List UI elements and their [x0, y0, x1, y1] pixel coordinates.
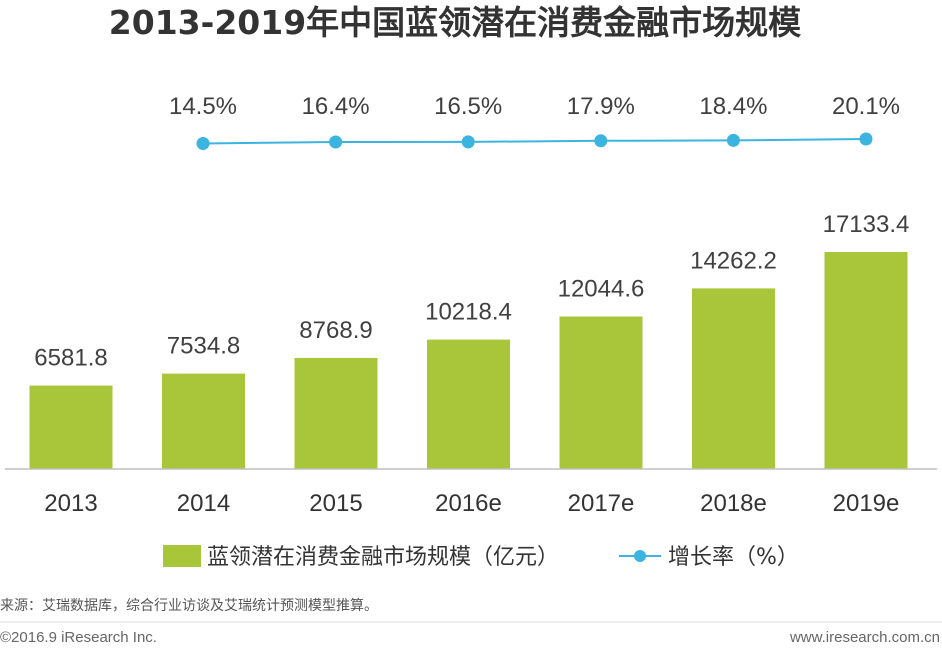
category-label-2015: 2015: [309, 490, 362, 517]
growth-label-2017e: 17.9%: [567, 93, 635, 120]
bar-value-label-2014: 7534.8: [167, 333, 240, 360]
legend-line-label: 增长率（%）: [668, 545, 799, 570]
bar-value-label-2013: 6581.8: [34, 345, 107, 372]
bar-2014: [162, 373, 245, 469]
growth-label-2016e: 16.5%: [434, 93, 502, 120]
category-labels: 2013 2014 2015 2016e 2017e 2018e 2019e: [44, 490, 899, 517]
bar-value-label-2018e: 14262.2: [690, 247, 777, 274]
category-label-2019e: 2019e: [833, 490, 900, 517]
bar-value-label-2019e: 17133.4: [823, 211, 910, 238]
bar-group: 6581.8 7534.8 8768.9 10218.4 12044.6 14262.2 1…: [29, 211, 910, 469]
footer-website: www.iresearch.com.cn: [789, 629, 940, 646]
category-label-2016e: 2016e: [435, 490, 502, 517]
bar-value-label-2015: 8768.9: [299, 317, 372, 344]
chart-title: 2013-2019年中国蓝领潜在消费金融市场规模: [109, 3, 802, 42]
growth-point-2016e: [461, 135, 475, 149]
bar-2013: [29, 385, 113, 469]
source-note: 来源：艾瑞数据库，综合行业访谈及艾瑞统计预测模型推算。: [0, 598, 378, 614]
legend-bar-label: 蓝领潜在消费金融市场规模（亿元）: [207, 545, 559, 570]
growth-point-2017e: [594, 134, 608, 148]
growth-point-2015: [329, 135, 343, 149]
legend-bar-swatch: [163, 545, 201, 567]
growth-label-2015: 16.4%: [302, 93, 370, 120]
category-label-2013: 2013: [44, 490, 97, 517]
category-label-2018e: 2018e: [700, 490, 767, 517]
growth-label-2019e: 20.1%: [832, 93, 900, 120]
footer-copyright: ©2016.9 iResearch Inc.: [0, 629, 157, 646]
category-label-2014: 2014: [177, 490, 230, 517]
legend: 蓝领潜在消费金融市场规模（亿元） 增长率（%）: [163, 545, 799, 570]
bar-2016e: [427, 339, 510, 469]
bar-2015: [294, 357, 378, 469]
bar-value-label-2017e: 12044.6: [558, 276, 645, 303]
bar-2018e: [692, 288, 775, 469]
growth-label-2014: 14.5%: [169, 93, 237, 120]
legend-line-marker: [634, 550, 646, 562]
growth-point-2018e: [726, 133, 740, 147]
growth-line-group: 14.5% 16.4% 16.5% 17.9% 18.4% 20.1%: [169, 93, 900, 150]
bar-2017e: [559, 316, 643, 469]
growth-label-2018e: 18.4%: [699, 93, 767, 120]
category-label-2017e: 2017e: [568, 490, 635, 517]
growth-point-2019e: [859, 132, 873, 146]
bar-value-label-2016e: 10218.4: [425, 299, 512, 326]
growth-point-2014: [196, 137, 210, 150]
growth-rate-line: [202, 138, 867, 145]
bar-2019e: [824, 252, 908, 469]
